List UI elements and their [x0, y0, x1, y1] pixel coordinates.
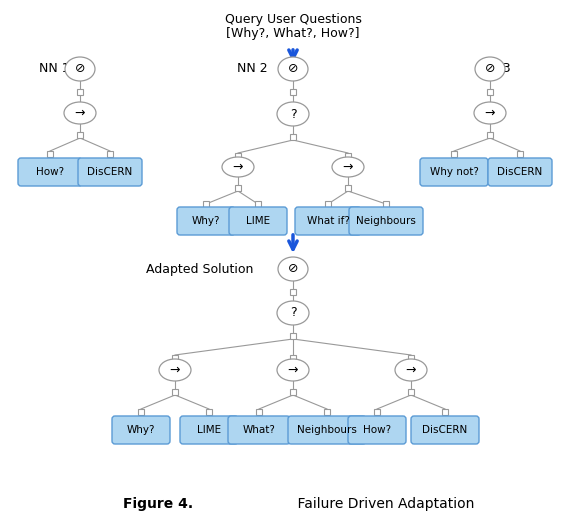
- Bar: [290, 289, 296, 295]
- Bar: [383, 201, 389, 207]
- Bar: [451, 151, 457, 157]
- Bar: [290, 333, 296, 339]
- Bar: [290, 134, 296, 140]
- Bar: [374, 409, 380, 415]
- Text: Failure Driven Adaptation: Failure Driven Adaptation: [280, 497, 475, 511]
- Text: DisCERN: DisCERN: [87, 167, 132, 177]
- Bar: [107, 151, 113, 157]
- Ellipse shape: [278, 257, 308, 281]
- Bar: [172, 355, 178, 361]
- Text: ?: ?: [289, 306, 297, 319]
- FancyBboxPatch shape: [288, 416, 366, 444]
- Bar: [255, 201, 261, 207]
- Bar: [77, 132, 83, 138]
- Ellipse shape: [64, 102, 96, 124]
- FancyBboxPatch shape: [420, 158, 488, 186]
- Bar: [47, 151, 53, 157]
- Text: ⊘: ⊘: [288, 63, 298, 76]
- FancyBboxPatch shape: [229, 207, 287, 235]
- Text: Why not?: Why not?: [430, 167, 478, 177]
- Text: Figure 4.: Figure 4.: [123, 497, 193, 511]
- Bar: [345, 153, 351, 159]
- Ellipse shape: [278, 57, 308, 81]
- Text: NN 2: NN 2: [237, 63, 268, 76]
- Text: DisCERN: DisCERN: [498, 167, 543, 177]
- Text: What if?: What if?: [306, 216, 349, 226]
- Text: LIME: LIME: [197, 425, 221, 435]
- Text: What?: What?: [243, 425, 275, 435]
- FancyBboxPatch shape: [411, 416, 479, 444]
- FancyBboxPatch shape: [348, 416, 406, 444]
- Bar: [290, 89, 296, 95]
- Ellipse shape: [474, 102, 506, 124]
- Bar: [408, 355, 414, 361]
- Bar: [235, 153, 241, 159]
- FancyBboxPatch shape: [177, 207, 235, 235]
- Text: →: →: [170, 363, 180, 376]
- Ellipse shape: [277, 359, 309, 381]
- Text: ⊘: ⊘: [75, 63, 85, 76]
- FancyBboxPatch shape: [228, 416, 290, 444]
- Text: Why?: Why?: [127, 425, 155, 435]
- Text: Why?: Why?: [192, 216, 220, 226]
- Bar: [487, 132, 493, 138]
- Bar: [345, 185, 351, 191]
- Bar: [256, 409, 262, 415]
- Text: →: →: [75, 106, 85, 120]
- Text: ?: ?: [289, 108, 297, 121]
- Text: DisCERN: DisCERN: [423, 425, 468, 435]
- Text: Query User Questions: Query User Questions: [224, 14, 362, 27]
- Ellipse shape: [159, 359, 191, 381]
- Bar: [77, 89, 83, 95]
- Bar: [325, 201, 331, 207]
- Text: →: →: [288, 363, 298, 376]
- FancyBboxPatch shape: [112, 416, 170, 444]
- Bar: [235, 185, 241, 191]
- Bar: [206, 409, 212, 415]
- Bar: [487, 89, 493, 95]
- Text: LIME: LIME: [246, 216, 270, 226]
- Ellipse shape: [65, 57, 95, 81]
- FancyBboxPatch shape: [180, 416, 238, 444]
- Ellipse shape: [277, 301, 309, 325]
- Ellipse shape: [475, 57, 505, 81]
- Text: Neighbours: Neighbours: [356, 216, 416, 226]
- Bar: [290, 389, 296, 395]
- Bar: [517, 151, 523, 157]
- Bar: [172, 389, 178, 395]
- Text: How?: How?: [36, 167, 64, 177]
- FancyBboxPatch shape: [349, 207, 423, 235]
- Text: →: →: [406, 363, 416, 376]
- Bar: [324, 409, 330, 415]
- Text: NN 1: NN 1: [39, 63, 70, 76]
- Text: →: →: [343, 160, 353, 173]
- FancyBboxPatch shape: [18, 158, 82, 186]
- Ellipse shape: [395, 359, 427, 381]
- Bar: [290, 355, 296, 361]
- FancyBboxPatch shape: [78, 158, 142, 186]
- Text: →: →: [233, 160, 243, 173]
- Ellipse shape: [277, 102, 309, 126]
- Text: [Why?, What?, How?]: [Why?, What?, How?]: [226, 27, 360, 40]
- Bar: [138, 409, 144, 415]
- Text: ⊘: ⊘: [485, 63, 495, 76]
- Text: Neighbours: Neighbours: [297, 425, 357, 435]
- Ellipse shape: [222, 157, 254, 177]
- Text: Adapted Solution: Adapted Solution: [146, 263, 253, 276]
- FancyBboxPatch shape: [295, 207, 361, 235]
- Text: ⊘: ⊘: [288, 263, 298, 276]
- FancyBboxPatch shape: [488, 158, 552, 186]
- Text: →: →: [485, 106, 495, 120]
- Bar: [408, 389, 414, 395]
- Text: NN 3: NN 3: [480, 63, 510, 76]
- Bar: [442, 409, 448, 415]
- Bar: [203, 201, 209, 207]
- Text: How?: How?: [363, 425, 391, 435]
- Ellipse shape: [332, 157, 364, 177]
